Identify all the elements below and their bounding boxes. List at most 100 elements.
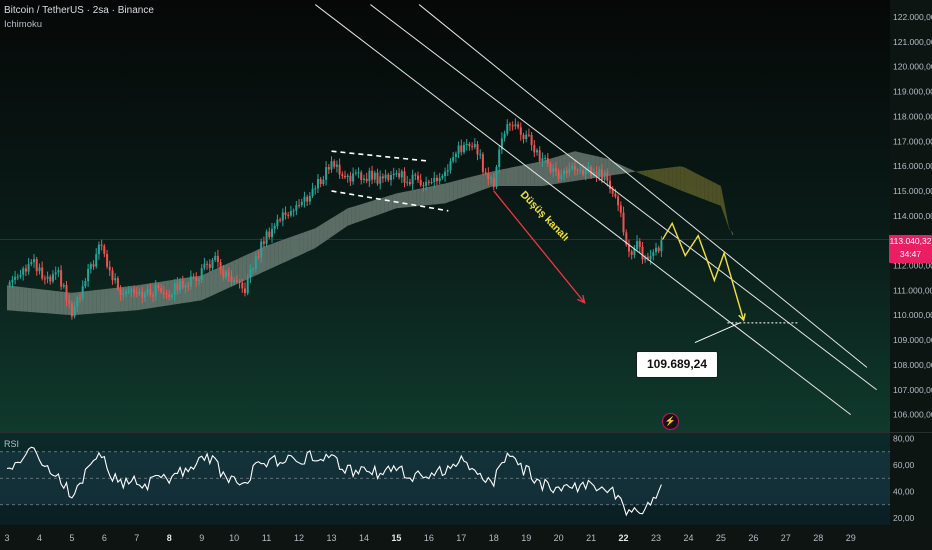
candle-down bbox=[403, 171, 406, 183]
cloud-segment bbox=[376, 198, 381, 216]
cloud-segment bbox=[209, 269, 214, 297]
projection-arrow-head bbox=[738, 313, 746, 322]
candle-down bbox=[333, 161, 336, 167]
cloud-segment bbox=[627, 168, 632, 173]
cloud-segment bbox=[217, 266, 222, 293]
candle-down bbox=[43, 278, 46, 280]
cloud-segment bbox=[51, 290, 56, 314]
symbol-title[interactable]: Bitcoin / TetherUS · 2sa · Binance bbox=[4, 5, 154, 16]
cloud-segment bbox=[136, 284, 141, 311]
candle-up bbox=[225, 271, 227, 278]
candle-down bbox=[287, 215, 290, 216]
cloud-segment bbox=[461, 178, 466, 198]
cloud-segment bbox=[623, 166, 628, 174]
candle-down bbox=[549, 163, 552, 172]
candle-down bbox=[484, 172, 487, 174]
channel-line bbox=[418, 4, 868, 368]
candle-up bbox=[644, 256, 647, 260]
candle-down bbox=[195, 277, 198, 281]
candle-down bbox=[192, 276, 195, 278]
candle-up bbox=[249, 269, 252, 278]
candle-up bbox=[325, 167, 328, 180]
indicator-label[interactable]: Ichimoku bbox=[4, 19, 43, 30]
candle-down bbox=[417, 175, 419, 180]
candle-up bbox=[281, 212, 284, 221]
candle-down bbox=[230, 276, 233, 282]
candle-up bbox=[179, 280, 182, 291]
candle-up bbox=[449, 161, 452, 171]
cloud-segment bbox=[185, 277, 190, 303]
cloud-segment bbox=[274, 241, 279, 267]
candle-up bbox=[525, 134, 528, 139]
candle-down bbox=[414, 174, 417, 176]
time-tick-label: 10 bbox=[229, 533, 239, 543]
candle-up bbox=[579, 169, 582, 171]
rsi-tick-label: 80,00 bbox=[893, 434, 915, 444]
cloud-segment bbox=[222, 264, 226, 291]
candle-down bbox=[235, 280, 238, 282]
candle-up bbox=[87, 268, 90, 282]
time-tick-label: 5 bbox=[69, 533, 74, 543]
candle-up bbox=[260, 241, 263, 258]
rsi-label[interactable]: RSI bbox=[4, 439, 20, 449]
time-tick-label: 14 bbox=[359, 533, 369, 543]
cloud-segment bbox=[428, 186, 433, 205]
cloud-segment bbox=[15, 286, 20, 312]
projection-path bbox=[661, 221, 745, 321]
candle-down bbox=[149, 289, 152, 296]
cloud-segment bbox=[684, 167, 689, 194]
candle-down bbox=[381, 176, 384, 179]
cloud-segment bbox=[412, 189, 417, 207]
candle-up bbox=[335, 164, 338, 167]
cloud-segment bbox=[388, 194, 393, 212]
candle-down bbox=[408, 181, 411, 185]
price-tick-label: 117.000,00 bbox=[893, 136, 932, 146]
cloud-segment bbox=[372, 199, 377, 217]
price-tick-label: 118.000,00 bbox=[893, 111, 932, 121]
cloud-segment bbox=[656, 168, 661, 182]
time-tick-label: 24 bbox=[683, 533, 693, 543]
cloud-segment bbox=[457, 179, 462, 199]
time-axis[interactable]: 3 4 5 6 7 8 9 10 11 12 13 14 15 16 17 18 19 20 21 22 23 24 25 2… bbox=[4, 533, 855, 543]
cloud-segment bbox=[278, 239, 283, 265]
candle-up bbox=[514, 124, 517, 127]
lightning-icon[interactable]: ⚡ bbox=[662, 413, 679, 430]
cloud-segment bbox=[246, 253, 251, 280]
candle-up bbox=[463, 144, 465, 153]
candle-up bbox=[189, 276, 192, 287]
candle-up bbox=[130, 289, 133, 292]
candle-up bbox=[541, 158, 544, 162]
candle-down bbox=[103, 245, 106, 254]
cloud-segment bbox=[43, 289, 48, 314]
cloud-segment bbox=[266, 244, 271, 271]
candle-down bbox=[538, 150, 541, 162]
candle-down bbox=[41, 267, 44, 279]
cloud-segment bbox=[96, 289, 101, 314]
candle-down bbox=[398, 173, 401, 178]
cloud-segment bbox=[672, 166, 677, 189]
candle-down bbox=[327, 167, 330, 170]
candle-down bbox=[244, 288, 246, 294]
candle-down bbox=[257, 256, 260, 258]
candle-down bbox=[590, 167, 593, 176]
candle-up bbox=[143, 293, 146, 298]
candlesticks bbox=[8, 118, 663, 320]
candle-down bbox=[582, 169, 584, 175]
down-arrow-head bbox=[577, 294, 586, 304]
candle-up bbox=[62, 285, 65, 287]
cloud-segment bbox=[299, 232, 304, 256]
candle-down bbox=[595, 172, 598, 177]
target-price-label[interactable]: 109.689,24 bbox=[636, 351, 718, 378]
time-tick-label: 9 bbox=[199, 533, 204, 543]
candle-up bbox=[473, 144, 476, 148]
candle-down bbox=[576, 169, 579, 171]
cloud-segment bbox=[639, 170, 644, 176]
candle-down bbox=[60, 270, 63, 287]
candle-up bbox=[203, 263, 206, 269]
cloud-segment bbox=[400, 191, 405, 208]
candle-down bbox=[241, 282, 244, 289]
candle-up bbox=[346, 175, 349, 178]
cloud-segment bbox=[396, 192, 401, 209]
